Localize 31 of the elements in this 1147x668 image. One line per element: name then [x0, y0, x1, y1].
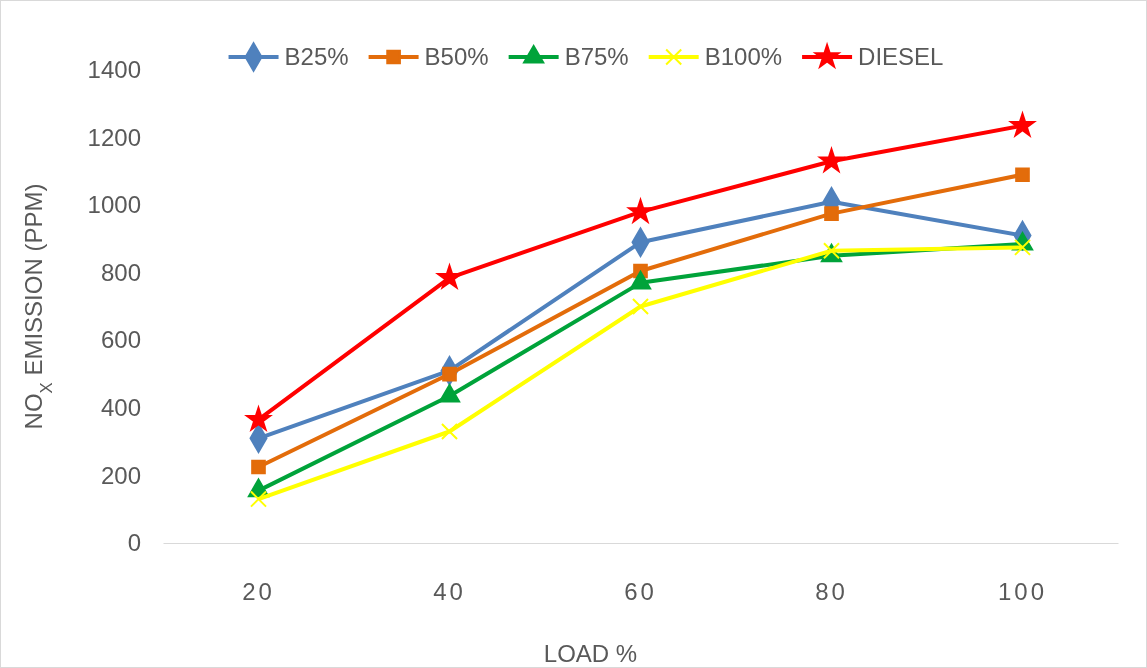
x-tick-label: 20 [242, 578, 275, 606]
x-tick-label: 100 [997, 578, 1048, 606]
legend-label: B50% [424, 43, 489, 70]
y-tick-label: 200 [100, 461, 141, 489]
y-tick-label: 400 [100, 394, 141, 422]
point [628, 198, 653, 223]
legend-label: DIESEL [858, 43, 944, 70]
x-axis-title: LOAD % [543, 640, 638, 667]
point [1013, 238, 1032, 256]
legend-label: B75% [564, 43, 629, 70]
x-tick-label: 60 [624, 578, 657, 606]
x-tick-label: 80 [815, 578, 848, 606]
point [251, 459, 266, 475]
point [249, 490, 268, 508]
point [631, 297, 650, 316]
point [440, 422, 459, 441]
y-tick-label: 1200 [87, 123, 141, 151]
point [1008, 110, 1037, 138]
point [244, 404, 273, 432]
y-tick-label: 600 [100, 326, 141, 354]
x-tick-label: 40 [433, 578, 466, 606]
legend-label: B100% [704, 43, 783, 70]
point [824, 206, 839, 221]
point [435, 262, 462, 290]
y-tick-label: 800 [100, 258, 141, 286]
legend-label: B25% [284, 43, 349, 70]
y-tick-label: 0 [127, 529, 141, 557]
y-tick-label: 1400 [87, 56, 141, 84]
point [1015, 167, 1030, 183]
point [819, 148, 844, 172]
y-tick-label: 1000 [87, 191, 141, 219]
